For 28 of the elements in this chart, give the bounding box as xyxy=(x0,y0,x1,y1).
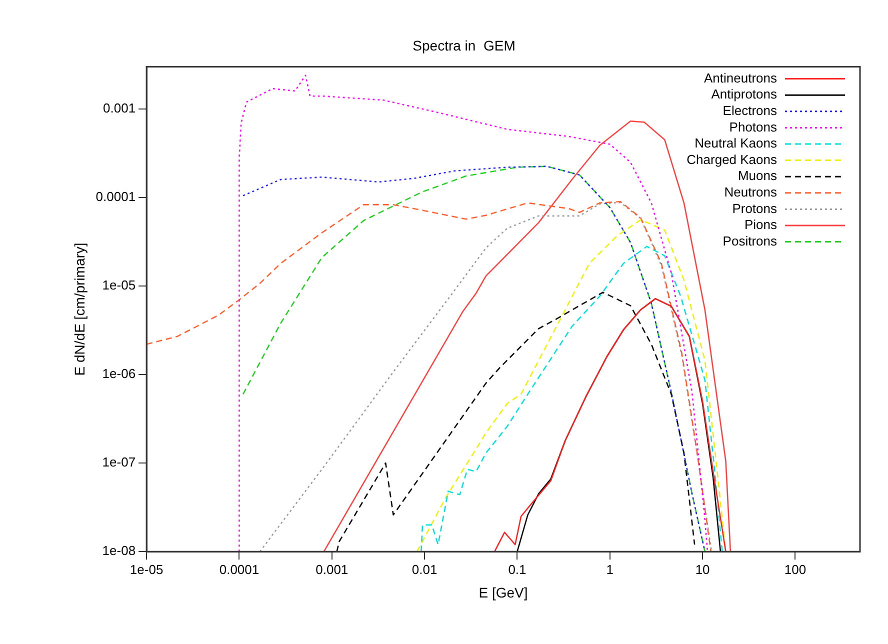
x-tick-label: 1e-05 xyxy=(130,562,164,577)
x-tick-label: 10 xyxy=(695,562,710,577)
y-tick-label: 0.0001 xyxy=(96,189,136,204)
chart-title: Spectra in GEM xyxy=(412,37,516,54)
y-tick-label: 0.001 xyxy=(103,100,136,116)
x-tick-label: 1 xyxy=(606,562,614,577)
y-axis-title: E dN/dE [cm/primary] xyxy=(71,242,88,376)
legend-label: Positrons xyxy=(722,233,778,248)
legend-label: Antiprotons xyxy=(711,86,778,102)
legend-label: Neutrons xyxy=(724,184,778,200)
legend-label: Protons xyxy=(732,200,778,216)
legend-label: Photons xyxy=(729,119,778,134)
legend-label: Muons xyxy=(738,168,778,184)
x-tick-label: 0.1 xyxy=(508,562,526,577)
x-tick-label: 100 xyxy=(784,562,806,577)
x-axis-title: E [GeV] xyxy=(478,584,528,600)
legend-label: Pions xyxy=(744,217,778,232)
legend-label: Antineutrons xyxy=(704,70,778,86)
y-tick-label: 1e-08 xyxy=(102,543,136,558)
y-tick-label: 1e-06 xyxy=(102,366,136,382)
x-tick-label: 0.01 xyxy=(412,562,438,577)
legend-label: Charged Kaons xyxy=(686,152,778,167)
x-tick-label: 0.0001 xyxy=(219,562,260,577)
legend-label: Electrons xyxy=(722,102,778,118)
x-tick-label: 0.001 xyxy=(316,562,348,577)
y-tick-label: 1e-07 xyxy=(102,454,136,470)
legend-label: Neutral Kaons xyxy=(694,136,778,151)
y-tick-label: 1e-05 xyxy=(102,278,136,293)
